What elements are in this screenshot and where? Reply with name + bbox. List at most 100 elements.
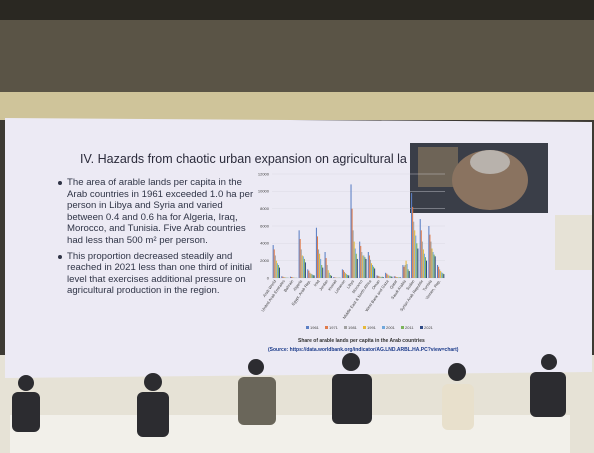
legend-swatch [401, 326, 404, 329]
legend-swatch [363, 326, 366, 329]
bar [278, 265, 279, 278]
bar [415, 236, 416, 278]
bar [277, 263, 278, 278]
bar [437, 265, 438, 278]
bar [388, 275, 389, 278]
legend-label: 1981 [348, 325, 358, 330]
bar [342, 269, 343, 278]
bar [290, 277, 291, 278]
bar [414, 230, 415, 278]
bar [421, 230, 422, 278]
bar [327, 265, 328, 278]
bar [400, 277, 401, 278]
bar [320, 259, 321, 278]
bar [425, 257, 426, 278]
bar [411, 193, 412, 278]
legend-label: 2011 [405, 325, 414, 330]
y-tick-label: 0 [267, 275, 270, 280]
bar [314, 275, 315, 278]
bar [380, 277, 381, 278]
bar [438, 267, 439, 278]
bar [383, 277, 384, 278]
bar [360, 246, 361, 278]
chart: 020004000600080001000012000Arab WorldUni… [0, 0, 594, 453]
bar [386, 274, 387, 278]
bar [303, 256, 304, 278]
y-tick-label: 12000 [258, 171, 270, 176]
bar [322, 268, 323, 278]
bar [328, 270, 329, 278]
bar [292, 277, 293, 278]
chart-source: (Source: https://data.worldbank.org/indi… [268, 347, 458, 353]
bar [398, 277, 399, 278]
bar [334, 277, 335, 278]
legend-label: 2001 [386, 325, 396, 330]
bar [329, 273, 330, 278]
bar [291, 277, 292, 278]
bar [308, 271, 309, 278]
bar [413, 222, 414, 278]
bar [357, 259, 358, 278]
bar [381, 277, 382, 278]
bar [356, 254, 357, 278]
y-tick-label: 2000 [260, 258, 270, 263]
bar [283, 277, 284, 278]
y-tick-label: 8000 [260, 206, 270, 211]
bar [387, 275, 388, 278]
bar [345, 273, 346, 278]
bar [282, 277, 283, 278]
bar [354, 242, 355, 278]
bar [385, 273, 386, 278]
bar [368, 252, 369, 278]
bar [395, 276, 396, 278]
bar [440, 271, 441, 278]
bar [404, 265, 405, 278]
bar [361, 252, 362, 278]
y-tick-label: 10000 [258, 189, 270, 194]
bar [396, 277, 397, 278]
bar [441, 272, 442, 278]
legend-swatch [420, 326, 423, 329]
bar [317, 236, 318, 278]
bar [426, 261, 427, 278]
bar [310, 274, 311, 278]
bar [273, 245, 274, 278]
photo: IV. Hazards from chaotic urban expansion… [0, 0, 594, 453]
bar [326, 258, 327, 278]
bar [428, 226, 429, 278]
bar [434, 255, 435, 278]
bar [311, 274, 312, 278]
bar [307, 269, 308, 278]
bar [364, 257, 365, 278]
bar [389, 276, 390, 278]
bar [275, 255, 276, 278]
bar [397, 277, 398, 278]
bar [365, 259, 366, 278]
bar [443, 274, 444, 278]
bar [350, 184, 351, 278]
bar [373, 267, 374, 278]
bar [313, 275, 314, 278]
bar [379, 276, 380, 278]
bar [276, 261, 277, 278]
legend-label: 1991 [367, 325, 377, 330]
bar [325, 252, 326, 278]
bar [300, 239, 301, 278]
bar [301, 249, 302, 278]
bar [319, 254, 320, 278]
bar [372, 265, 373, 278]
bar [439, 269, 440, 278]
bar [321, 265, 322, 278]
bar [318, 249, 319, 278]
bar [346, 274, 347, 278]
bar [394, 276, 395, 278]
bar [293, 277, 294, 278]
bar [305, 262, 306, 278]
y-tick-label: 4000 [260, 241, 270, 246]
bar [424, 254, 425, 278]
bar [435, 256, 436, 278]
bar [376, 275, 377, 278]
bar [371, 263, 372, 278]
bar [284, 277, 285, 278]
chart-caption: Share of arable lands per capita in the … [298, 338, 425, 344]
